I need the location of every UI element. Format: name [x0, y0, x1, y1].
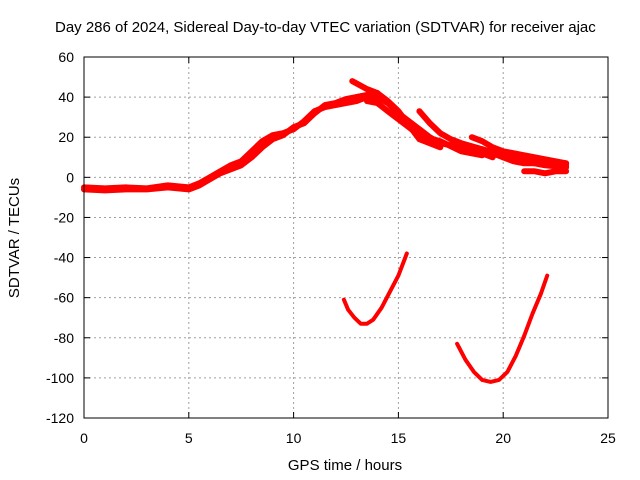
series-dip-2 [455, 273, 550, 384]
axis-ticks: -120 -100 -80 -60 -40 -20 0 20 40 60 0 5 10 15 20 25 [46, 49, 616, 446]
plot-frame [83, 56, 609, 419]
series-tail-c [521, 168, 570, 177]
series-dip-1 [341, 251, 409, 326]
y-tick-label: -60 [54, 290, 74, 306]
y-axis-label: SDTVAR / TECUs [6, 178, 23, 298]
series-main-band [81, 94, 381, 192]
chart-title: Day 286 of 2024, Sidereal Day-to-day VTE… [55, 19, 596, 36]
y-tick-label: 20 [58, 129, 74, 145]
y-tick-label: -40 [54, 250, 74, 266]
y-tick-label: -80 [54, 330, 74, 346]
data-series [81, 78, 570, 384]
x-axis-label: GPS time / hours [288, 457, 402, 474]
x-tick-label: 10 [286, 430, 302, 446]
x-tick-label: 25 [600, 430, 616, 446]
series-descent-a [353, 92, 496, 161]
series-descent-c [349, 78, 444, 151]
y-tick-label: -20 [54, 209, 74, 225]
series-main-band-2 [81, 90, 381, 194]
grid-lines [84, 57, 608, 418]
y-tick-label: 40 [58, 89, 74, 105]
series-tail-d [500, 154, 570, 171]
x-tick-label: 0 [80, 430, 88, 446]
y-tick-label: 60 [58, 49, 74, 65]
y-tick-label: -120 [46, 410, 74, 426]
y-tick-label: 0 [66, 169, 74, 185]
x-tick-label: 5 [185, 430, 193, 446]
y-tick-label: -100 [46, 370, 74, 386]
x-tick-label: 15 [391, 430, 407, 446]
series-tail-a [468, 134, 570, 167]
x-tick-label: 20 [495, 430, 511, 446]
